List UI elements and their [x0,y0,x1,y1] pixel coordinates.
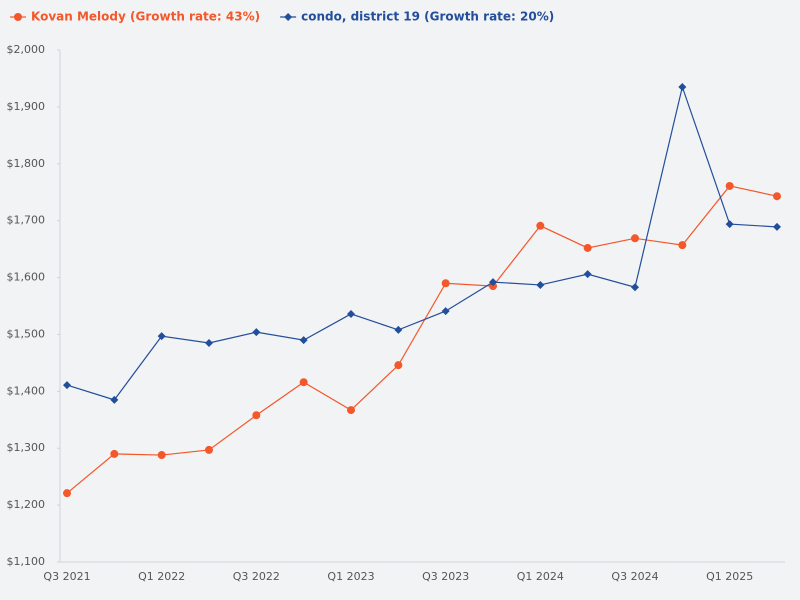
data-point [773,192,781,201]
data-point [441,307,450,316]
data-point [441,279,450,288]
x-tick-label: Q1 2024 [517,570,564,583]
data-point [678,241,687,250]
y-tick-label: $1,800 [7,157,46,170]
data-point [489,278,497,287]
data-point [678,82,687,91]
data-point [631,234,639,243]
data-point [347,309,355,318]
y-tick-label: $1,600 [7,271,46,284]
series-line [66,84,778,401]
legend-label: Kovan Melody (Growth rate: 43%) [31,10,260,24]
data-point [252,328,261,337]
y-tick-label: $1,400 [7,384,46,397]
y-tick-label: $1,900 [7,100,46,113]
data-point [773,222,781,231]
y-tick-label: $1,100 [7,555,46,568]
data-point [299,378,308,387]
data-point [536,280,545,289]
x-tick-label: Q1 2022 [138,570,185,583]
y-tick-label: $1,200 [7,498,46,511]
data-point [725,181,734,190]
data-point [110,449,119,458]
x-tick-label: Q1 2023 [327,570,374,583]
data-point [63,489,71,498]
data-point [205,445,213,454]
y-tick-label: $1,700 [7,214,46,227]
data-point [205,338,213,347]
data-point [725,220,734,229]
legend-label: condo, district 19 (Growth rate: 20%) [301,10,554,24]
x-tick-label: Q3 2023 [422,570,469,583]
data-point [394,361,403,370]
legend-marker [14,13,22,21]
data-point [631,283,639,292]
data-point [63,381,71,390]
data-point [583,243,592,252]
series-line [66,185,778,494]
x-tick-label: Q3 2022 [233,570,280,583]
data-point [157,332,166,341]
y-tick-label: $1,300 [7,441,46,454]
x-tick-label: Q1 2025 [706,570,753,583]
y-tick-label: $1,500 [7,327,46,340]
data-point [347,406,355,415]
data-point [299,336,308,345]
data-point [252,411,261,420]
x-tick-label: Q3 2021 [43,570,90,583]
y-tick-label: $2,000 [7,43,46,56]
data-point [394,325,403,334]
data-point [157,451,166,460]
data-point [110,395,119,404]
data-point [536,221,545,230]
x-tick-label: Q3 2024 [611,570,658,583]
data-point [583,270,592,279]
legend-marker [284,13,293,21]
